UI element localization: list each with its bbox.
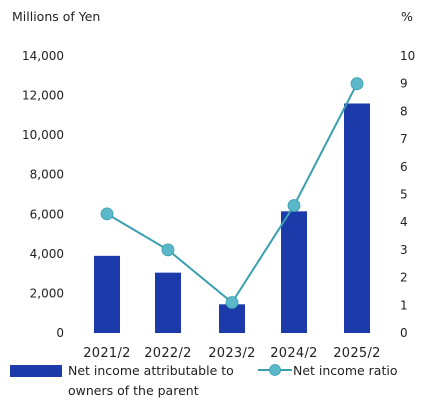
right-axis-tick-label: 5 — [400, 188, 408, 202]
line-point — [161, 243, 175, 257]
right-axis-tick-label: 8 — [400, 104, 408, 118]
right-axis-tick-label: 3 — [400, 243, 408, 257]
legend-bar-label-line1: Net income attributable to — [68, 363, 234, 378]
bar-series — [94, 103, 370, 333]
line-point — [350, 77, 364, 91]
x-axis-tick-label: 2025/2 — [333, 346, 381, 361]
right-axis-tick-label: 2 — [400, 271, 408, 285]
right-axis-tick-label: 1 — [400, 298, 408, 312]
bar — [155, 272, 181, 333]
line-point — [287, 199, 301, 212]
bar — [94, 255, 120, 333]
left-axis-unit-label: Millions of Yen — [12, 9, 100, 24]
left-axis-tick-label: 8,000 — [30, 168, 64, 182]
x-axis-tick-label: 2022/2 — [144, 346, 192, 361]
legend-bar-label-line2: owners of the parent — [68, 383, 199, 398]
right-axis-tick-label: 10 — [400, 49, 415, 63]
legend: Net income attributable to owners of the… — [10, 363, 398, 398]
left-axis-tick-label: 6,000 — [30, 207, 64, 221]
x-axis-tick-label: 2024/2 — [270, 346, 318, 361]
right-axis-unit-label: % — [401, 9, 413, 24]
left-axis-tick-label: 12,000 — [22, 89, 64, 103]
bar — [219, 304, 245, 333]
line-point — [100, 207, 114, 221]
x-axis-tick-label: 2023/2 — [208, 346, 256, 361]
legend-line-marker — [269, 364, 281, 376]
right-axis: 0 1 2 3 4 5 6 7 8 9 10 — [400, 49, 415, 340]
left-axis-tick-label: 2,000 — [30, 286, 64, 300]
legend-bar-swatch — [10, 365, 62, 377]
left-axis-tick-label: 4,000 — [30, 247, 64, 261]
left-axis-tick-label: 10,000 — [22, 128, 64, 142]
right-axis-tick-label: 0 — [400, 326, 408, 340]
bar — [344, 103, 370, 333]
right-axis-tick-label: 6 — [400, 160, 408, 174]
left-axis: 0 2,000 4,000 6,000 8,000 10,000 12,000 14,000 — [22, 49, 64, 340]
x-axis-tick-label: 2021/2 — [83, 346, 131, 361]
left-axis-tick-label: 0 — [56, 326, 64, 340]
right-axis-tick-label: 7 — [400, 132, 408, 146]
line-point — [225, 296, 239, 309]
right-axis-tick-label: 4 — [400, 215, 408, 229]
left-axis-tick-label: 14,000 — [22, 49, 64, 63]
line-series — [100, 77, 364, 309]
legend-line-label: Net income ratio — [293, 363, 398, 378]
bar — [281, 211, 307, 333]
right-axis-tick-label: 9 — [400, 77, 408, 91]
x-axis: 2021/2 2022/2 2023/2 2024/2 2025/2 — [83, 346, 381, 361]
series-line — [106, 83, 358, 305]
